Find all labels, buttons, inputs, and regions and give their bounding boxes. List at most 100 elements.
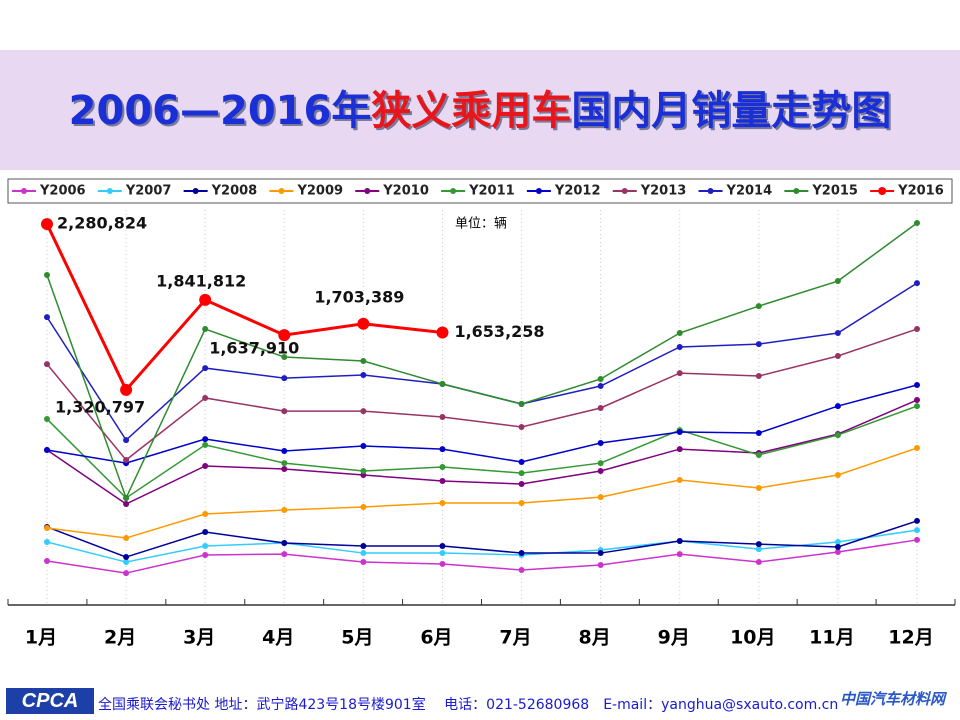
legend-marker bbox=[106, 188, 113, 194]
legend-marker bbox=[450, 188, 457, 194]
point bbox=[834, 544, 841, 551]
point bbox=[202, 436, 209, 443]
point bbox=[834, 403, 841, 410]
point bbox=[518, 550, 525, 557]
point bbox=[597, 404, 604, 411]
title-band bbox=[0, 50, 960, 170]
point bbox=[518, 480, 525, 487]
title-part: 狭义乘用车 bbox=[371, 88, 572, 134]
series-line bbox=[46, 399, 918, 505]
point bbox=[123, 437, 130, 444]
point bbox=[914, 220, 920, 226]
point bbox=[676, 370, 683, 377]
point bbox=[202, 326, 209, 333]
point bbox=[676, 344, 683, 351]
point bbox=[676, 537, 683, 544]
point bbox=[44, 361, 50, 368]
point bbox=[44, 539, 50, 546]
point bbox=[202, 528, 209, 535]
legend-marker bbox=[535, 188, 542, 194]
point bbox=[281, 540, 288, 547]
series-line bbox=[46, 447, 918, 539]
legend-label: Y2013 bbox=[640, 184, 687, 199]
logo: CPCA bbox=[6, 688, 94, 714]
point bbox=[755, 484, 762, 491]
point bbox=[597, 460, 604, 467]
point bbox=[755, 559, 762, 566]
legend-marker bbox=[621, 188, 628, 194]
point bbox=[360, 371, 367, 378]
point bbox=[755, 451, 762, 458]
point bbox=[914, 536, 920, 543]
point bbox=[439, 478, 446, 485]
data-label: 1,703,389 bbox=[314, 287, 404, 306]
point bbox=[123, 570, 130, 577]
point bbox=[202, 365, 209, 372]
point bbox=[518, 423, 525, 430]
point bbox=[41, 218, 53, 231]
point bbox=[597, 383, 604, 390]
legend-marker bbox=[878, 187, 887, 195]
title-part: 国内月销量走势图 bbox=[571, 88, 892, 134]
point bbox=[281, 375, 288, 382]
point bbox=[44, 446, 50, 453]
point bbox=[676, 446, 683, 453]
point bbox=[439, 550, 446, 557]
point bbox=[44, 271, 50, 278]
point bbox=[281, 460, 288, 467]
x-tick-label: 11月 bbox=[809, 627, 854, 649]
point bbox=[755, 541, 762, 548]
point bbox=[755, 373, 762, 380]
data-label: 1,637,910 bbox=[209, 339, 299, 358]
point bbox=[278, 329, 291, 342]
point bbox=[914, 517, 920, 524]
point bbox=[518, 566, 525, 573]
point bbox=[281, 408, 288, 415]
point bbox=[439, 446, 446, 453]
point bbox=[199, 293, 212, 306]
point bbox=[914, 445, 920, 452]
legend-label: Y2010 bbox=[382, 184, 429, 199]
point bbox=[281, 507, 288, 514]
legend-label: Y2011 bbox=[468, 184, 515, 199]
point bbox=[202, 511, 209, 518]
point bbox=[597, 494, 604, 501]
point bbox=[202, 441, 209, 448]
point bbox=[439, 464, 446, 471]
point bbox=[44, 314, 50, 321]
x-tick-label: 12月 bbox=[888, 627, 933, 649]
point bbox=[202, 463, 209, 470]
point bbox=[202, 394, 209, 401]
point bbox=[439, 560, 446, 567]
series-line bbox=[46, 539, 918, 574]
legend-label: Y2014 bbox=[726, 184, 773, 199]
point bbox=[439, 380, 446, 387]
x-tick-label: 2月 bbox=[104, 627, 136, 649]
point bbox=[518, 499, 525, 506]
legend-marker bbox=[278, 188, 285, 194]
point bbox=[123, 456, 130, 463]
point bbox=[202, 551, 209, 558]
legend-label: Y2007 bbox=[125, 184, 172, 199]
series-line bbox=[46, 384, 918, 464]
series-line bbox=[46, 282, 918, 442]
point bbox=[360, 408, 367, 415]
point bbox=[360, 503, 367, 510]
legend-label: Y2006 bbox=[39, 184, 86, 199]
point bbox=[834, 330, 841, 337]
point bbox=[360, 559, 367, 566]
point bbox=[281, 354, 288, 361]
point bbox=[914, 280, 920, 287]
point bbox=[914, 397, 920, 404]
point bbox=[360, 542, 367, 549]
point bbox=[123, 559, 130, 566]
data-label: 1,653,258 bbox=[454, 322, 544, 341]
point bbox=[597, 550, 604, 557]
data-label: 1,320,797 bbox=[55, 397, 145, 416]
series-line bbox=[45, 223, 443, 393]
title: 2006—2016年狭义乘用车国内月销量走势图 bbox=[0, 78, 960, 136]
point bbox=[755, 341, 762, 348]
title-part: 2006—2016年 bbox=[68, 88, 372, 134]
point bbox=[755, 546, 762, 553]
